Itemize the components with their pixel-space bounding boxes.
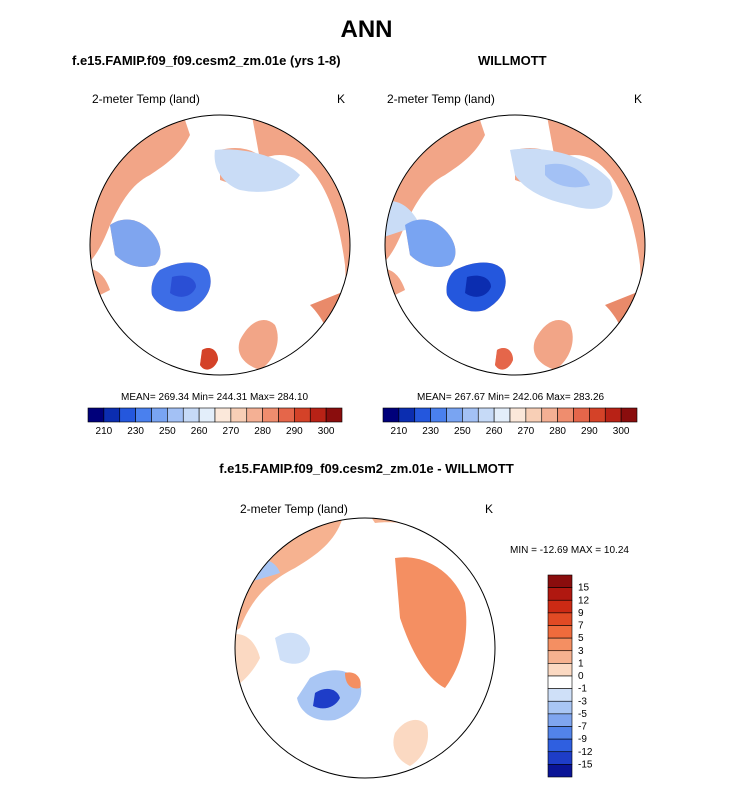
- colorbar-swatch: [262, 407, 279, 423]
- colorbar-tick-label: 280: [254, 426, 271, 437]
- colorbar-swatch: [135, 407, 152, 423]
- colorbar-swatch: [246, 407, 263, 423]
- colorbar-swatch: [398, 407, 416, 423]
- colorbar-tick-label: 260: [191, 426, 208, 437]
- colorbar-swatch: [382, 407, 400, 423]
- colorbar-tick-label: 300: [318, 426, 335, 437]
- colorbar-tick-label: 210: [391, 426, 408, 437]
- colorbar-tick-label: -5: [578, 709, 587, 720]
- colorbar-swatch: [547, 751, 573, 765]
- panel2-units: K: [634, 92, 643, 106]
- colorbar-swatch: [547, 650, 573, 664]
- colorbar-tick-label: -1: [578, 684, 587, 695]
- colorbar-tick-label: 280: [549, 426, 566, 437]
- colorbar-swatch: [414, 407, 431, 423]
- colorbar-tick-label: 250: [159, 426, 176, 437]
- colorbar-tick-label: 270: [518, 426, 535, 437]
- colorbar-swatch: [87, 407, 105, 423]
- colorbar-tick-label: -15: [578, 759, 593, 770]
- colorbar-swatch: [547, 713, 573, 727]
- diff-header: f.e15.FAMIP.f09_f09.cesm2_zm.01e - WILLM…: [219, 461, 514, 476]
- diff-units: K: [485, 502, 494, 516]
- map-obs: [384, 114, 646, 376]
- colorbar-swatch: [214, 407, 232, 423]
- colorbar-swatch: [198, 407, 216, 423]
- colorbar-tick-label: 250: [454, 426, 471, 437]
- colorbar-swatch: [119, 407, 136, 423]
- colorbar-tick-label: 5: [578, 633, 584, 644]
- colorbar-model: 210 230 250 260 270 280 290 300: [87, 407, 343, 437]
- colorbar-swatch: [620, 407, 638, 423]
- colorbar-swatch: [547, 637, 573, 652]
- diff-variable: 2-meter Temp (land): [240, 502, 348, 516]
- colorbar-tick-label: 230: [127, 426, 144, 437]
- panel2-stats: MEAN= 267.67 Min= 242.06 Max= 283.26: [417, 392, 605, 403]
- colorbar-tick-label: 0: [578, 671, 584, 682]
- colorbar-swatch: [509, 407, 527, 423]
- colorbar-swatch: [547, 587, 573, 601]
- colorbar-swatch: [604, 407, 622, 423]
- colorbar-swatch: [547, 764, 573, 778]
- colorbar-tick-label: 230: [422, 426, 439, 437]
- colorbar-swatch: [547, 663, 573, 677]
- colorbar-swatch: [547, 726, 573, 740]
- panel1-stats: MEAN= 269.34 Min= 244.31 Max= 284.10: [121, 392, 309, 403]
- panel1-units: K: [337, 92, 346, 106]
- diff-stats: MIN = -12.69 MAX = 10.24: [510, 545, 629, 556]
- colorbar-swatch: [182, 407, 200, 423]
- colorbar-swatch: [462, 407, 479, 423]
- colorbar-swatch: [573, 407, 590, 423]
- colorbar-swatch: [278, 407, 295, 423]
- figure-title: ANN: [340, 16, 393, 43]
- colorbar-tick-label: 3: [578, 646, 584, 657]
- colorbar-swatch: [430, 407, 447, 423]
- colorbar-swatch: [547, 599, 573, 614]
- panel1-header: f.e15.FAMIP.f09_f09.cesm2_zm.01e (yrs 1-…: [72, 53, 341, 68]
- colorbar-tick-label: 9: [578, 608, 584, 619]
- colorbar-tick-label: -9: [578, 734, 587, 745]
- colorbar-tick-label: -12: [578, 747, 593, 758]
- colorbar-swatch: [294, 407, 311, 423]
- panel2-variable: 2-meter Temp (land): [387, 92, 495, 106]
- colorbar-tick-label: -7: [578, 722, 587, 733]
- colorbar-swatch: [103, 407, 121, 423]
- colorbar-swatch: [309, 407, 327, 423]
- colorbar-swatch: [589, 407, 606, 423]
- colorbar-tick-label: 210: [96, 426, 113, 437]
- colorbar-swatch: [230, 407, 248, 423]
- colorbar-swatch: [547, 688, 573, 702]
- colorbar-tick-label: 260: [486, 426, 503, 437]
- colorbar-swatch: [541, 407, 558, 423]
- map-difference: [234, 517, 496, 779]
- colorbar-swatch: [325, 407, 343, 423]
- colorbar-tick-label: 12: [578, 595, 590, 606]
- colorbar-swatch: [477, 407, 495, 423]
- colorbar-tick-label: 290: [581, 426, 598, 437]
- colorbar-swatch: [557, 407, 574, 423]
- colorbar-swatch: [547, 700, 573, 715]
- colorbar-obs: 210 230 250 260 270 280 290 300: [382, 407, 638, 437]
- colorbar-swatch: [547, 738, 573, 753]
- colorbar-swatch: [493, 407, 511, 423]
- colorbar-swatch: [167, 407, 184, 423]
- map-model: [89, 114, 351, 376]
- panel2-header: WILLMOTT: [478, 53, 547, 68]
- colorbar-tick-label: -3: [578, 696, 587, 707]
- panel1-variable: 2-meter Temp (land): [92, 92, 200, 106]
- colorbar-tick-label: 290: [286, 426, 303, 437]
- colorbar-swatch: [547, 625, 573, 639]
- colorbar-tick-label: 300: [613, 426, 630, 437]
- colorbar-swatch: [547, 574, 573, 588]
- colorbar-swatch: [446, 407, 463, 423]
- colorbar-tick-label: 15: [578, 583, 590, 594]
- colorbar-swatch: [151, 407, 168, 423]
- colorbar-tick-label: 270: [223, 426, 240, 437]
- colorbar-swatch: [547, 612, 573, 626]
- colorbar-swatch: [525, 407, 543, 423]
- colorbar-tick-label: 7: [578, 621, 584, 632]
- colorbar-swatch: [547, 675, 573, 689]
- colorbar-tick-label: 1: [578, 658, 584, 669]
